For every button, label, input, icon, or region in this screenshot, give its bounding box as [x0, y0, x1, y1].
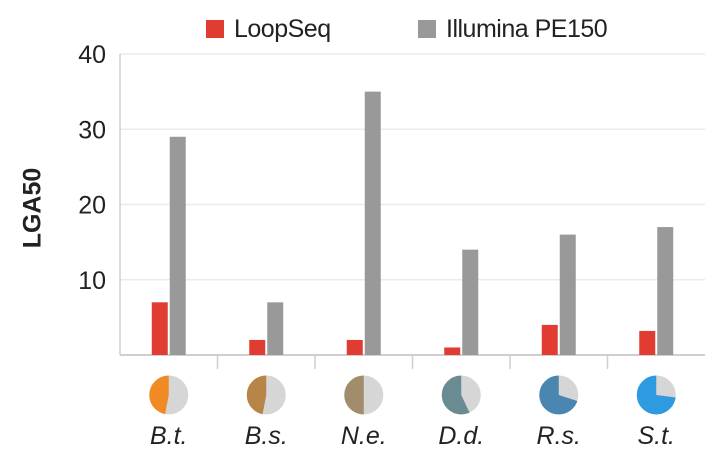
legend-swatch-loopseq: [206, 20, 224, 38]
pie-outline-0: [148, 374, 190, 416]
bar-illumina-0: [169, 136, 186, 355]
y-tick-label-10: 10: [78, 267, 106, 295]
bar-illumina-2: [364, 91, 381, 355]
pie-outline-1: [245, 374, 287, 416]
legend-label-loopseq: LoopSeq: [234, 14, 331, 43]
pie-slice-4: [538, 375, 578, 415]
pie-slice-2: [343, 375, 364, 415]
pie-outline-5: [635, 374, 677, 416]
bar-loopseq-5: [639, 330, 656, 355]
pie-slice-5: [636, 375, 677, 415]
bar-loopseq-0: [151, 302, 168, 355]
x-tick-label-4: R.s.: [537, 422, 581, 450]
legend-item-loopseq: LoopSeq: [206, 12, 331, 46]
bar-loopseq-2: [346, 339, 363, 355]
x-tick-label-0: B.t.: [150, 422, 188, 450]
bar-illumina-5: [657, 227, 674, 355]
y-axis-label: LGA50: [10, 168, 56, 249]
legend-item-illumina: Illumina PE150: [418, 12, 608, 46]
pie-slice-1: [246, 374, 267, 415]
legend: LoopSeq Illumina PE150: [0, 12, 705, 46]
legend-swatch-illumina: [418, 20, 436, 38]
x-tick-label-1: B.s.: [245, 422, 288, 450]
bar-illumina-1: [267, 302, 284, 355]
bar-loopseq-1: [249, 339, 266, 355]
pie-outline-2: [343, 374, 385, 416]
bar-loopseq-4: [541, 324, 558, 355]
y-axis-label-text: LGA50: [18, 167, 47, 249]
pie-outline-3: [440, 374, 482, 416]
bar-illumina-3: [462, 249, 479, 355]
x-tick-label-3: D.d.: [438, 422, 484, 450]
bar-illumina-4: [559, 234, 576, 355]
y-tick-label-40: 40: [78, 41, 106, 69]
pie-outline-4: [538, 374, 580, 416]
bar-loopseq-3: [444, 347, 461, 355]
y-tick-label-20: 20: [78, 192, 106, 220]
y-tick-label-30: 30: [78, 116, 106, 144]
pie-slice-0: [148, 374, 169, 415]
x-tick-label-2: N.e.: [341, 422, 387, 450]
legend-label-illumina: Illumina PE150: [446, 14, 608, 43]
pie-slice-3: [441, 375, 470, 415]
x-tick-label-5: S.t.: [637, 422, 675, 450]
